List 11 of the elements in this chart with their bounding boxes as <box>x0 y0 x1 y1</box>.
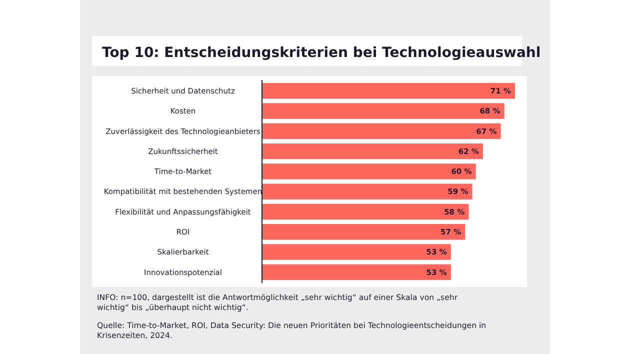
bar <box>262 224 466 240</box>
bar <box>262 164 476 180</box>
bar <box>262 244 451 260</box>
chart-title: Top 10: Entscheidungskriterien bei Technologieauswahl <box>102 45 541 61</box>
bar <box>262 143 483 160</box>
bar <box>262 83 515 99</box>
bar <box>262 264 451 280</box>
bar <box>262 103 504 119</box>
bar <box>262 204 469 220</box>
bar <box>262 123 501 140</box>
bar <box>262 184 472 200</box>
